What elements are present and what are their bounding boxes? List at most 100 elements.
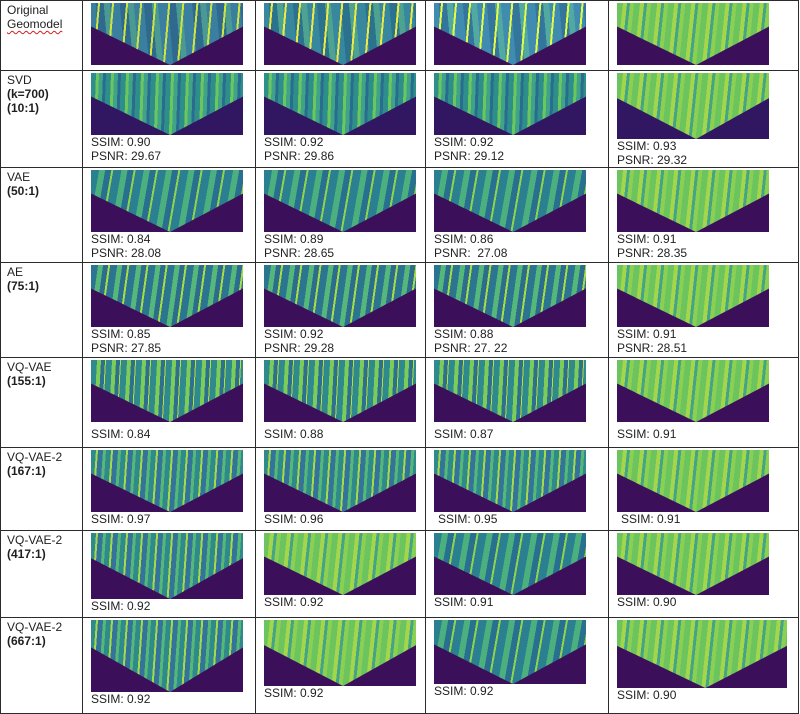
compression-ratio: (50:1) (7, 184, 40, 198)
psnr-value: PSNR: 29.86 (264, 149, 335, 163)
compression-ratio: (667:1) (7, 634, 46, 648)
method-param: (k=700) (7, 87, 49, 101)
reconstruction-image (91, 360, 243, 422)
ssim-value: SSIM: 0.92 (264, 686, 324, 700)
ssim-value: SSIM: 0.92 (264, 135, 324, 149)
row-vq-vae-2-167: VQ-VAE-2 (167:1) SSIM: 0.97 SSIM: 0.96 S… (0, 447, 799, 531)
psnr-value: PSNR: 29.32 (617, 153, 688, 167)
ssim-value: SSIM: 0.97 (91, 512, 151, 526)
reconstruction-image (434, 360, 586, 422)
compression-ratio: (417:1) (7, 547, 46, 561)
row-vae: VAE (50:1) SSIM: 0.84 PSNR: 28.08 SSIM: 0… (0, 167, 799, 263)
ssim-value: SSIM: 0.84 (91, 427, 151, 441)
row-label-vq-vae-2-167: VQ-VAE-2 (167:1) (0, 447, 83, 531)
psnr-value: PSNR: 27.85 (91, 341, 162, 355)
ssim-value: SSIM: 0.92 (434, 135, 494, 149)
ssim-value: SSIM: 0.85 (91, 327, 151, 341)
ssim-value: SSIM: 0.91 (617, 327, 677, 341)
ssim-value: SSIM: 0.84 (91, 232, 151, 246)
reconstruction-image (264, 620, 416, 686)
ssim-value: SSIM: 0.87 (434, 427, 494, 441)
ssim-value: SSIM: 0.88 (434, 327, 494, 341)
ssim-value: SSIM: 0.92 (434, 684, 494, 698)
ssim-value: SSIM: 0.91 (617, 232, 677, 246)
row-original: Original Geomodel (0, 0, 799, 71)
ssim-value: SSIM: 0.96 (264, 512, 324, 526)
ssim-value: SSIM: 0.95 (438, 512, 498, 526)
original-geomodel-image-3 (434, 3, 586, 65)
ssim-value: SSIM: 0.92 (91, 692, 151, 706)
row-vq-vae: VQ-VAE (155:1) SSIM: 0.84 SSIM: 0.88 SSI… (0, 357, 799, 448)
compression-ratio: (75:1) (7, 279, 40, 293)
reconstruction-image (91, 265, 243, 327)
reconstruction-image (91, 450, 243, 512)
reconstruction-image (617, 620, 787, 688)
method-name: AE (7, 265, 24, 279)
method-name: VQ-VAE-2 (7, 450, 63, 464)
ssim-value: SSIM: 0.86 (434, 232, 494, 246)
psnr-value: PSNR: 29.28 (264, 341, 335, 355)
original-geomodel-image-1 (91, 3, 243, 65)
reconstruction-image (91, 533, 243, 599)
ssim-value: SSIM: 0.88 (264, 427, 324, 441)
psnr-value: PSNR: 29.12 (434, 149, 505, 163)
row-svd: SVD (k=700) (10:1) SSIM: 0.90 PSNR: 29.67… (0, 70, 799, 168)
reconstruction-image (264, 450, 416, 512)
method-name: SVD (7, 73, 32, 87)
method-name: VQ-VAE (7, 360, 52, 374)
method-name: VQ-VAE-2 (7, 620, 63, 634)
reconstruction-image (91, 73, 243, 135)
reconstruction-image (264, 265, 416, 327)
reconstruction-image (617, 533, 769, 595)
psnr-value: PSNR: 27. 22 (434, 341, 508, 355)
row-label-vq-vae: VQ-VAE (155:1) (0, 357, 83, 448)
original-geomodel-image-4 (617, 3, 769, 65)
reconstruction-image (434, 620, 586, 684)
ssim-value: SSIM: 0.93 (617, 139, 677, 153)
psnr-value: PSNR: 28.08 (91, 246, 162, 260)
ssim-value: SSIM: 0.91 (617, 427, 677, 441)
psnr-value: PSNR: 28.35 (617, 246, 688, 260)
ssim-value: SSIM: 0.92 (264, 327, 324, 341)
compression-ratio: (155:1) (7, 374, 46, 388)
ssim-value: SSIM: 0.90 (617, 688, 677, 702)
reconstruction-image (434, 533, 586, 595)
ssim-value: SSIM: 0.90 (617, 595, 677, 609)
ssim-value: SSIM: 0.91 (621, 512, 681, 526)
row-label-vae: VAE (50:1) (0, 167, 83, 263)
reconstruction-image (617, 450, 769, 512)
reconstruction-image (434, 265, 586, 327)
row-label-vq-vae-2-417: VQ-VAE-2 (417:1) (0, 530, 83, 618)
ssim-value: SSIM: 0.92 (91, 599, 151, 613)
reconstruction-image (264, 73, 416, 135)
ssim-value: SSIM: 0.92 (264, 595, 324, 609)
label-original: Original (7, 3, 49, 17)
reconstruction-image (434, 450, 586, 512)
row-vq-vae-2-667: VQ-VAE-2 (667:1) SSIM: 0.92 SSIM: 0.92 S… (0, 617, 799, 714)
row-label-original: Original Geomodel (0, 0, 83, 71)
reconstruction-image (91, 170, 243, 232)
row-label-vq-vae-2-667: VQ-VAE-2 (667:1) (0, 617, 83, 714)
original-geomodel-image-2 (264, 3, 416, 65)
reconstruction-image (264, 170, 416, 232)
ssim-value: SSIM: 0.91 (434, 595, 494, 609)
psnr-value: PSNR: 29.67 (91, 149, 162, 163)
reconstruction-image (91, 620, 243, 692)
method-name: VQ-VAE-2 (7, 533, 63, 547)
reconstruction-image (434, 73, 586, 135)
compression-ratio: (10:1) (7, 101, 40, 115)
reconstruction-image (434, 170, 586, 232)
row-label-ae: AE (75:1) (0, 262, 83, 358)
label-geomodel: Geomodel (7, 17, 63, 31)
reconstruction-image (264, 360, 416, 422)
method-name: VAE (7, 170, 31, 184)
ssim-value: SSIM: 0.89 (264, 232, 324, 246)
psnr-value: PSNR: 28.51 (617, 341, 688, 355)
ssim-value: SSIM: 0.90 (91, 135, 151, 149)
row-label-svd: SVD (k=700) (10:1) (0, 70, 83, 168)
reconstruction-image (617, 265, 769, 327)
psnr-value: PSNR: 27.08 (434, 246, 508, 260)
reconstruction-image (617, 73, 769, 139)
row-ae: AE (75:1) SSIM: 0.85 PSNR: 27.85 SSIM: 0.… (0, 262, 799, 358)
